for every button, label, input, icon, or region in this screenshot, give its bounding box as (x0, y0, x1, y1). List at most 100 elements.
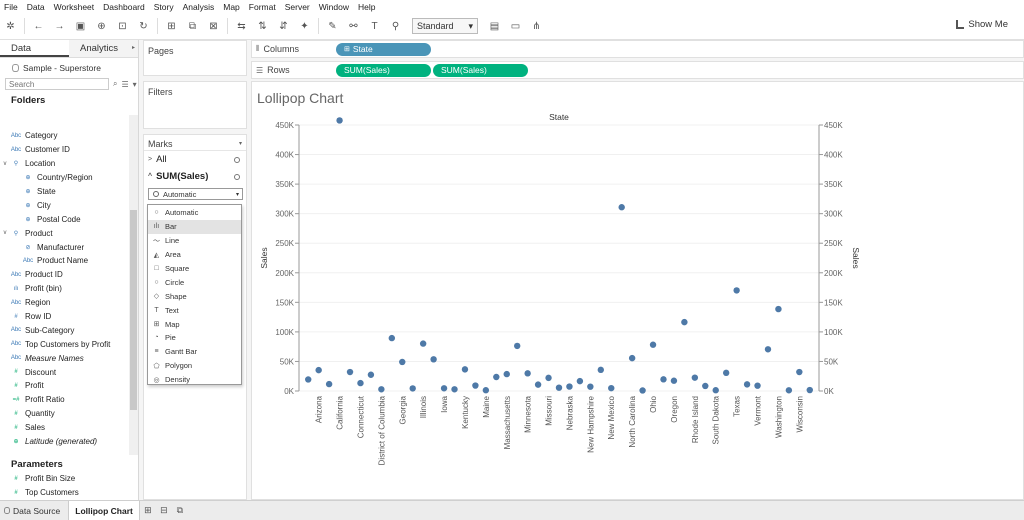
marks-all-row[interactable]: > All (144, 151, 246, 168)
field-product-id[interactable]: Abc Product ID (0, 268, 128, 282)
data-point-kentucky[interactable] (461, 366, 469, 373)
new-story-icon[interactable]: ⧉ (176, 505, 184, 515)
data-point-iowa[interactable] (440, 385, 448, 392)
mark-type-line[interactable]: 〜 Line (148, 234, 241, 248)
menu-window[interactable]: Window (318, 1, 349, 12)
data-point-california[interactable] (336, 117, 343, 124)
data-point-south-dakota[interactable] (712, 387, 719, 394)
data-point-michigan[interactable] (514, 342, 521, 350)
redo-icon[interactable]: → (54, 20, 65, 32)
data-point-kansas[interactable] (451, 386, 458, 393)
field-category[interactable]: Abc Category (0, 129, 128, 143)
mark-type-bar[interactable]: ılı Bar (148, 219, 241, 234)
data-point-nebraska[interactable] (566, 383, 573, 390)
field-region[interactable]: Abc Region (0, 296, 128, 310)
presentation-icon[interactable]: ▭ (510, 20, 521, 32)
mark-type-area[interactable]: ◭ Area (148, 248, 241, 262)
field-quantity[interactable]: # Quantity (0, 407, 128, 421)
data-point-maryland[interactable] (493, 373, 500, 381)
data-point-south-carolina[interactable] (702, 382, 709, 390)
field-location[interactable]: v ⚲ Location (0, 157, 128, 171)
mark-type-shape[interactable]: ◇ Shape (148, 289, 241, 303)
data-point-idaho[interactable] (409, 385, 416, 392)
field-customer-id[interactable]: Abc Customer ID (0, 143, 128, 157)
scrollbar-thumb[interactable] (130, 210, 137, 410)
group-icon[interactable]: ⚯ (349, 20, 358, 32)
columns-shelf[interactable]: ⦀ Columns ⊞ State (251, 40, 1024, 58)
field-profit[interactable]: # Profit (0, 379, 128, 393)
menu-data[interactable]: Data (26, 1, 45, 12)
new-worksheet-icon[interactable]: ⊞ (144, 505, 152, 515)
pin-icon[interactable]: ✦ (300, 20, 309, 32)
mark-type-density[interactable]: ◎ Density (148, 373, 241, 387)
mark-type-polygon[interactable]: ⬠ Polygon (148, 359, 241, 373)
field-profit-bin[interactable]: ılı Profit (bin) (0, 282, 128, 296)
tab-data[interactable]: Data (0, 40, 69, 57)
data-point-delaware[interactable] (367, 371, 375, 378)
mark-type-automatic[interactable]: ○ Automatic (148, 206, 241, 220)
refresh-icon[interactable]: ↻ (139, 20, 148, 32)
field-latitude-generated[interactable]: ⊕ Latitude (generated) (0, 435, 128, 449)
clear-sheet-icon[interactable]: ⊠ (209, 20, 218, 32)
data-point-nevada[interactable] (576, 377, 584, 385)
data-point-arizona[interactable] (315, 366, 322, 374)
marks-measure-row[interactable]: ^ SUM(Sales) (144, 168, 246, 185)
data-point-washington[interactable] (775, 305, 782, 313)
pause-icon[interactable]: ⊡ (118, 20, 127, 32)
menu-server[interactable]: Server (284, 1, 310, 12)
menu-dashboard[interactable]: Dashboard (103, 1, 145, 12)
mark-type-select[interactable]: Automatic ▾ (148, 188, 243, 200)
chevron-down-icon[interactable]: ▾ (132, 79, 137, 89)
menu-worksheet[interactable]: Worksheet (53, 1, 95, 12)
menu-help[interactable]: Help (358, 1, 376, 12)
mark-type-pie[interactable]: ◔ Pie (148, 331, 241, 345)
save-icon[interactable]: ▣ (75, 20, 86, 32)
fit-select[interactable]: Standard ▾ (412, 18, 478, 34)
dropdown-icon[interactable]: ▸ (131, 45, 135, 51)
menu-analysis[interactable]: Analysis (182, 1, 215, 12)
sort-ascending-icon[interactable]: ⇅ (258, 20, 267, 32)
menu-map[interactable]: Map (223, 1, 240, 12)
share-icon[interactable]: ⋔ (532, 20, 541, 32)
data-point-indiana[interactable] (430, 356, 437, 363)
menu-file[interactable]: File (4, 1, 18, 12)
undo-icon[interactable]: ← (33, 20, 44, 32)
new-worksheet-icon[interactable]: ⊞ (167, 20, 176, 32)
rows-shelf[interactable]: ☰ Rows SUM(Sales) SUM(Sales) (251, 61, 1024, 79)
field-top-customers-by-profit[interactable]: Abc Top Customers by Profit (0, 337, 128, 351)
search-icon[interactable]: ⌕ (113, 79, 118, 88)
data-point-oklahoma[interactable] (660, 376, 667, 383)
field-product-name[interactable]: Abc Product Name (0, 254, 128, 268)
fix-axes-icon[interactable]: ⚲ (391, 20, 400, 32)
data-point-alabama[interactable] (305, 376, 312, 383)
data-point-illinois[interactable] (419, 340, 427, 347)
mark-type-gantt-bar[interactable]: ≡ Gantt Bar (148, 345, 241, 359)
data-point-virginia[interactable] (764, 346, 772, 353)
tab-sheet[interactable]: Lollipop Chart (69, 500, 140, 520)
tab-analytics[interactable]: Analytics ▸ (69, 40, 138, 57)
menu-format[interactable]: Format (248, 1, 276, 12)
data-point-mississippi[interactable] (534, 381, 542, 388)
datasource-item[interactable]: Sample - Superstore (0, 58, 138, 74)
data-point-montana[interactable] (555, 384, 563, 391)
menu-story[interactable]: Story (153, 1, 174, 12)
data-point-west-virginia[interactable] (785, 387, 793, 394)
data-point-pennsylvania[interactable] (681, 318, 688, 326)
field-sub-category[interactable]: Abc Sub-Category (0, 323, 128, 337)
mark-type-text[interactable]: T Text (148, 303, 241, 317)
field-row-id[interactable]: # Row ID (0, 310, 128, 324)
data-point-oregon[interactable] (670, 377, 678, 384)
data-point-utah[interactable] (743, 381, 751, 388)
data-point-new-york[interactable] (618, 204, 625, 211)
field-sales[interactable]: # Sales (0, 421, 128, 435)
pill-state[interactable]: ⊞ State (336, 42, 431, 56)
data-point-north-dakota[interactable] (639, 387, 646, 394)
data-point-tennessee[interactable] (722, 369, 730, 377)
field-profit-ratio[interactable]: =# Profit Ratio (0, 393, 128, 407)
field-country-region[interactable]: ⊕ Country/Region (0, 171, 128, 185)
data-point-ohio[interactable] (649, 341, 657, 348)
mark-type-circle[interactable]: ○ Circle (148, 275, 241, 289)
fit-icon[interactable]: ▤ (489, 20, 500, 32)
mark-type-square[interactable]: □ Square (148, 262, 241, 276)
data-point-new-mexico[interactable] (608, 384, 615, 392)
